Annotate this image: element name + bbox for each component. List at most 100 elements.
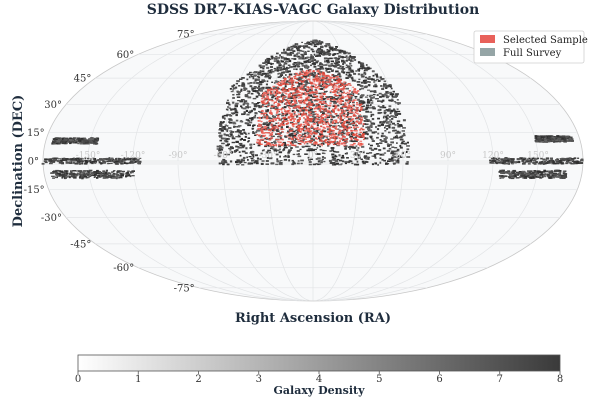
selected-point	[308, 104, 311, 107]
survey-point	[246, 90, 251, 92]
selected-point	[326, 81, 329, 83]
survey-point	[132, 161, 135, 163]
selected-point	[258, 117, 261, 119]
selected-point	[320, 131, 323, 133]
survey-point	[244, 136, 247, 138]
survey-point	[224, 124, 227, 126]
selected-point	[355, 134, 358, 137]
survey-point	[298, 78, 300, 81]
selected-point	[357, 136, 360, 138]
survey-point	[393, 101, 397, 103]
survey-point	[530, 172, 534, 175]
survey-point	[269, 76, 272, 78]
survey-point	[81, 172, 86, 174]
survey-point	[527, 158, 529, 161]
survey-point	[64, 158, 69, 160]
survey-point	[72, 161, 75, 164]
survey-point	[111, 171, 113, 174]
selected-point	[267, 129, 271, 131]
survey-point	[557, 139, 560, 142]
survey-point	[313, 45, 318, 48]
selected-point	[263, 115, 266, 117]
selected-point	[261, 101, 264, 103]
survey-point	[379, 76, 382, 79]
survey-point	[398, 124, 403, 127]
selected-point	[347, 83, 351, 85]
selected-point	[304, 134, 307, 137]
selected-point	[293, 120, 295, 122]
survey-point	[291, 48, 294, 50]
colorbar-tick-label: 6	[436, 374, 442, 385]
survey-point	[243, 89, 246, 91]
survey-point	[300, 83, 303, 85]
survey-point	[332, 105, 336, 107]
selected-point	[294, 114, 297, 116]
selected-point	[276, 117, 279, 119]
survey-point	[334, 155, 338, 158]
survey-point	[497, 159, 501, 161]
survey-point	[304, 85, 307, 87]
selected-point	[344, 139, 347, 141]
selected-point	[267, 92, 269, 95]
survey-point	[345, 109, 347, 112]
survey-point	[64, 140, 68, 142]
survey-point	[241, 84, 246, 87]
survey-point	[95, 138, 98, 141]
survey-point	[236, 105, 238, 108]
survey-point	[332, 69, 334, 72]
survey-point	[551, 171, 554, 173]
selected-point	[322, 108, 325, 110]
survey-point	[355, 117, 359, 120]
selected-point	[316, 106, 318, 108]
survey-point	[63, 175, 68, 177]
survey-point	[328, 133, 332, 136]
survey-point	[343, 56, 347, 58]
survey-point	[334, 79, 337, 82]
survey-point	[288, 131, 290, 133]
selected-point	[288, 80, 290, 82]
survey-point	[386, 124, 389, 127]
survey-point	[369, 104, 372, 107]
survey-point	[244, 94, 249, 96]
selected-point	[308, 111, 312, 113]
selected-point	[297, 106, 301, 109]
ra-tick-label: 120°	[482, 151, 504, 161]
survey-point	[285, 71, 289, 73]
survey-point	[96, 175, 101, 177]
survey-point	[267, 58, 271, 60]
survey-point	[563, 138, 567, 141]
survey-point	[97, 137, 99, 140]
selected-point	[315, 86, 318, 89]
selected-point	[359, 114, 362, 116]
survey-point	[65, 160, 68, 163]
selected-point	[346, 129, 349, 131]
survey-point	[265, 87, 269, 90]
survey-point	[536, 140, 539, 143]
survey-point	[268, 122, 272, 124]
survey-point	[393, 136, 397, 139]
selected-point	[316, 79, 319, 81]
survey-point	[129, 175, 132, 178]
survey-point	[268, 74, 271, 76]
selected-point	[298, 134, 301, 136]
selected-point	[312, 123, 316, 125]
survey-point	[310, 73, 315, 76]
selected-point	[309, 103, 313, 105]
colorbar-tick-label: 7	[497, 374, 503, 385]
selected-point	[268, 99, 271, 101]
selected-point	[307, 105, 309, 108]
survey-point	[255, 131, 258, 134]
selected-point	[337, 108, 340, 110]
selected-point	[300, 134, 302, 137]
selected-point	[339, 82, 342, 84]
selected-point	[360, 142, 363, 145]
selected-point	[329, 104, 332, 107]
survey-point	[273, 58, 278, 60]
selected-point	[330, 112, 332, 115]
survey-point	[345, 121, 349, 124]
survey-point	[327, 138, 330, 141]
survey-point	[364, 67, 367, 70]
ra-tick-label: 0°	[308, 151, 318, 161]
survey-point	[247, 119, 250, 122]
survey-point	[311, 50, 315, 53]
